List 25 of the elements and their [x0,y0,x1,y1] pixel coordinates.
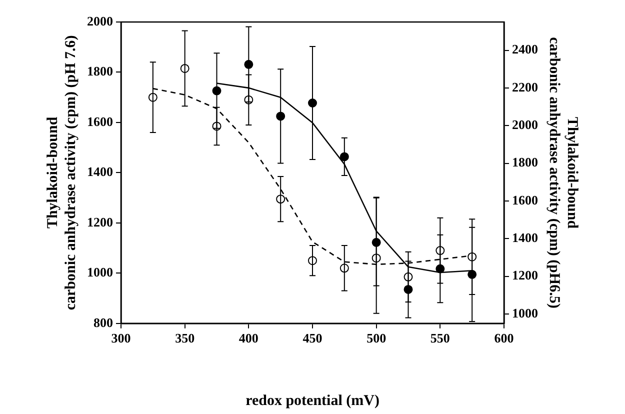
x-tick-label: 600 [494,330,514,346]
y-tick-label: 1600 [87,114,113,129]
y-tick-label: 1400 [87,164,113,180]
y-tick-label: 1800 [87,64,113,79]
y2-tick-label: 1600 [512,192,538,208]
x-tick-label: 300 [111,330,131,346]
y2-tick-label: 1200 [512,268,538,283]
x-tick-label: 500 [366,330,386,346]
y-tick-label: 1200 [87,214,113,230]
y-tick-label: 1000 [87,264,113,280]
x-tick-label: 400 [238,330,258,346]
y-tick-label: 2000 [87,13,113,28]
y2-axis-title: Thylakoid-bound carbonic anhydrase activity (cpm) (pH6.5) [546,37,580,308]
x-axis-title: redox potential (mV) [246,392,380,409]
y2-tick-label: 1400 [512,230,538,245]
x-tick-label: 450 [302,330,322,346]
y2-tick-label: 2400 [512,42,538,57]
y2-tick-label: 1000 [512,305,538,320]
y2-tick-label: 1800 [512,154,538,170]
y2-tick-label: 2200 [512,79,538,94]
y2-tick-label: 2000 [512,116,538,132]
y-axis-title: Thylakoid-bound carbonic anhydrase activity (cpm) (pH 7.6) [44,35,79,310]
y-tick-label: 800 [94,314,113,330]
x-tick-label: 550 [430,330,450,346]
x-tick-label: 350 [175,330,195,346]
